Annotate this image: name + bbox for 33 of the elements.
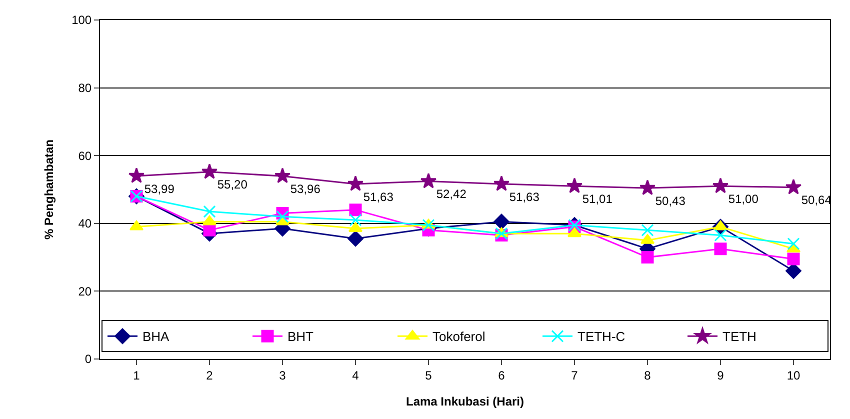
y-axis-title: % Penghambatan [42, 139, 56, 240]
data-label: 52,42 [436, 187, 467, 202]
data-label: 50,64 [801, 193, 832, 208]
x-tick-label: 1 [133, 368, 140, 382]
x-tick-label: 5 [425, 368, 432, 382]
x-tick-label: 7 [571, 368, 578, 382]
x-tick-label: 3 [279, 368, 286, 382]
data-label: 51,00 [728, 192, 759, 206]
legend-label: Tokoferol [432, 329, 486, 344]
x-tick-label: 6 [498, 368, 506, 382]
data-label: 51,63 [509, 190, 540, 204]
x-tick-label: 8 [644, 368, 652, 382]
x-axis-title: Lama Inkubasi (Hari) [406, 394, 524, 408]
legend-label: TETH [722, 329, 756, 344]
y-tick-label: 80 [78, 81, 92, 95]
y-tick-label: 100 [72, 13, 92, 28]
data-label: 51,01 [582, 192, 613, 206]
legend-label: TETH-C [578, 329, 626, 344]
y-tick-label: 0 [84, 352, 92, 366]
data-label: 53,99 [144, 182, 175, 196]
x-tick-label: 4 [352, 368, 360, 382]
x-tick-label: 10 [786, 368, 800, 382]
legend-label: BHA [142, 329, 170, 344]
legend-label: BHT [288, 329, 314, 344]
data-label: 50,43 [655, 194, 686, 208]
x-tick-label: 2 [206, 368, 214, 382]
data-label: 53,96 [290, 182, 321, 196]
y-tick-label: 40 [78, 216, 92, 231]
data-label: 51,63 [363, 190, 394, 204]
y-tick-label: 20 [78, 284, 92, 298]
x-tick-label: 9 [717, 368, 724, 382]
y-tick-label: 60 [78, 148, 92, 163]
data-label: 55,20 [217, 178, 248, 192]
